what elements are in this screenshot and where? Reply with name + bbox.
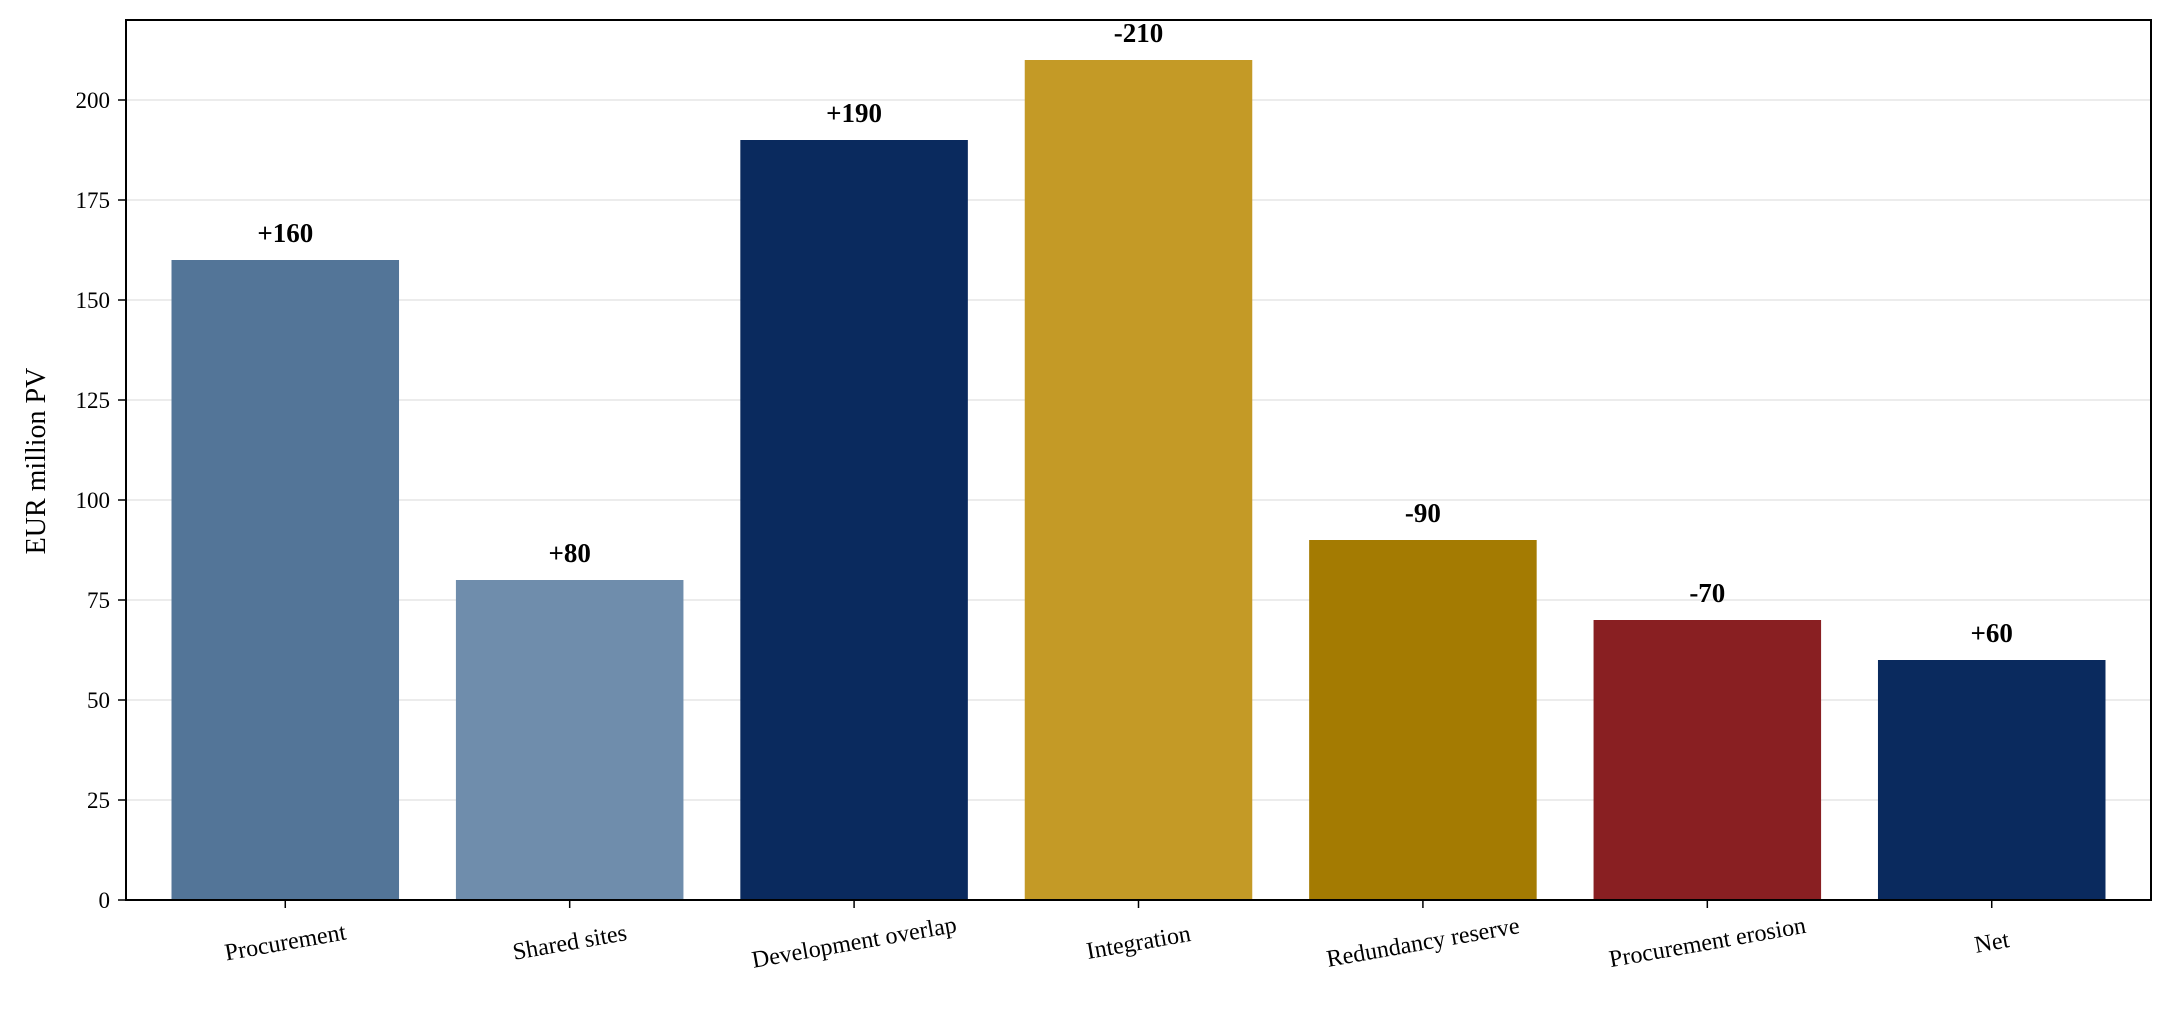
data-label: -70 xyxy=(1689,578,1725,608)
y-tick-label: 75 xyxy=(87,588,110,613)
y-tick-label: 175 xyxy=(76,188,111,213)
y-tick-label: 0 xyxy=(99,888,111,913)
y-tick-label: 200 xyxy=(76,88,111,113)
data-label: -210 xyxy=(1114,18,1164,48)
x-tick-label: Development overlap xyxy=(750,912,959,974)
x-tick-label: Net xyxy=(1973,927,2012,959)
y-axis-title: EUR million PV xyxy=(21,368,52,555)
data-label: +160 xyxy=(257,218,313,248)
plot-frame xyxy=(125,19,2152,901)
bar xyxy=(1024,60,1253,900)
y-tick-label: 100 xyxy=(76,488,111,513)
data-label: -90 xyxy=(1405,498,1441,528)
bar xyxy=(1877,660,2106,900)
bar xyxy=(171,260,400,900)
x-tick-label: Shared sites xyxy=(511,920,629,966)
y-tick-label: 50 xyxy=(87,688,110,713)
y-tick-label: 125 xyxy=(76,388,111,413)
x-tick-label: Procurement xyxy=(223,919,349,966)
x-tick-label: Procurement erosion xyxy=(1607,913,1808,973)
y-tick-label: 150 xyxy=(76,288,111,313)
bars: +160 +80 +190 -210 -90 -70 +60 xyxy=(171,18,2106,900)
bar xyxy=(455,580,684,900)
data-label: +190 xyxy=(826,98,882,128)
bar xyxy=(1309,540,1537,900)
y-tick-label: 25 xyxy=(87,788,110,813)
x-tick-label: Integration xyxy=(1085,921,1193,965)
x-tick-label: Redundancy reserve xyxy=(1325,913,1522,973)
bar xyxy=(1593,620,1822,900)
bar xyxy=(740,140,968,900)
data-label: +80 xyxy=(548,538,590,568)
data-label: +60 xyxy=(1971,618,2013,648)
